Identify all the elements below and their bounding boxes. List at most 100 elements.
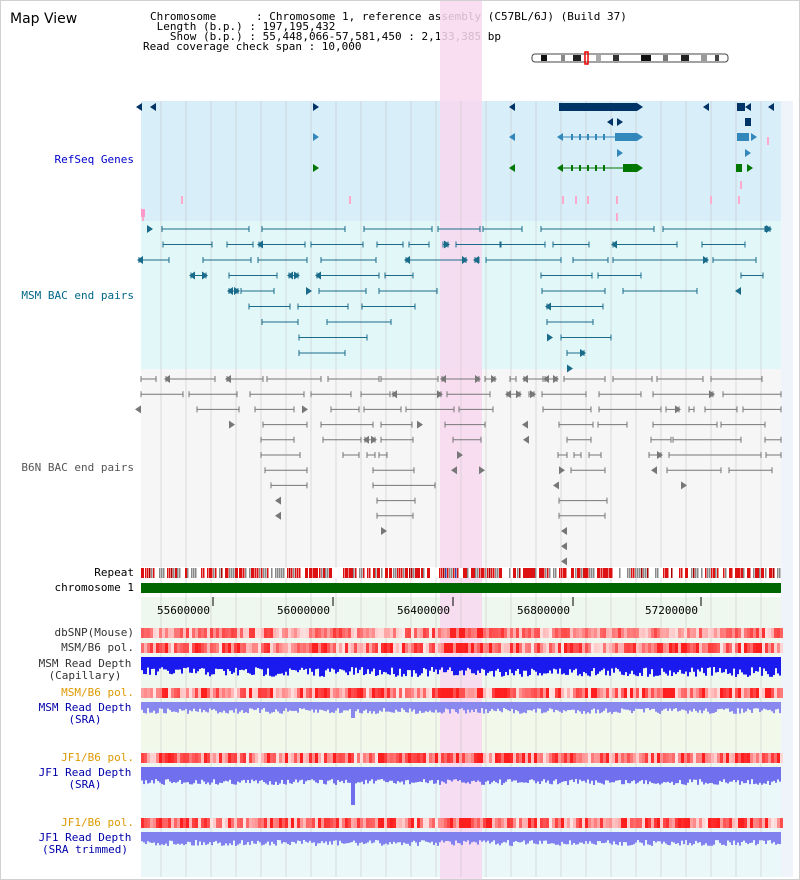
polymorphism-cell	[306, 643, 309, 653]
depth-bar	[317, 702, 319, 713]
depth-bar	[353, 767, 355, 805]
polymorphism-cell	[768, 628, 771, 638]
depth-bar	[587, 832, 589, 844]
repeat-element	[749, 568, 751, 578]
depth-bar	[377, 767, 379, 780]
repeat-element	[297, 568, 299, 578]
depth-bar	[313, 702, 315, 713]
polymorphism-cell	[669, 753, 672, 763]
depth-bar	[333, 702, 335, 713]
polymorphism-cell	[600, 688, 603, 698]
msm-bac-label[interactable]: MSM BAC end pairs	[21, 289, 134, 302]
b6n-bac-label[interactable]: B6N BAC end pairs	[21, 461, 134, 474]
depth-bar	[541, 657, 543, 676]
depth-bar	[553, 767, 555, 781]
depth-bar	[399, 702, 401, 712]
polymorphism-cell	[558, 628, 561, 638]
polymorphism-cell	[465, 753, 468, 763]
polymorphism-cell	[759, 628, 762, 638]
depth-bar	[435, 767, 437, 784]
depth-bar	[493, 767, 495, 781]
depth-bar	[519, 832, 521, 843]
polymorphism-cell	[165, 818, 168, 828]
depth-bar	[589, 832, 591, 842]
depth-bar	[621, 767, 623, 785]
depth-bar	[289, 767, 291, 784]
repeat-element	[381, 568, 383, 578]
refseq-track[interactable]	[136, 103, 774, 221]
polymorphism-cell	[336, 643, 339, 653]
polymorphism-cell	[348, 688, 351, 698]
depth-bar	[685, 832, 687, 841]
depth-bar	[735, 702, 737, 714]
refseq-genes-label[interactable]: RefSeq Genes	[54, 153, 134, 166]
polymorphism-cell	[150, 753, 153, 763]
polymorphism-cell	[768, 643, 771, 653]
depth-bar	[395, 767, 397, 784]
polymorphism-cell	[534, 628, 537, 638]
depth-bar	[633, 657, 635, 675]
polymorphism-cell	[705, 643, 708, 653]
polymorphism-cell	[444, 818, 447, 828]
msm-bac-track[interactable]	[137, 225, 772, 373]
polymorphism-cell	[501, 688, 504, 698]
polymorphism-cell	[624, 753, 627, 763]
polymorphism-cell	[144, 643, 147, 653]
depth-bar	[631, 767, 633, 782]
polymorphism-cell	[144, 688, 147, 698]
depth-bar	[563, 832, 565, 844]
polymorphism-cell	[183, 818, 186, 828]
right-margin	[781, 101, 793, 877]
depth-bar	[417, 657, 419, 677]
polymorphism-cell	[297, 688, 300, 698]
depth-bar	[175, 702, 177, 712]
repeat-element	[753, 568, 755, 578]
depth-bar	[539, 702, 541, 709]
depth-bar	[319, 767, 321, 780]
bac-end-arrow	[611, 240, 617, 249]
polymorphism-cell	[399, 753, 402, 763]
depth-bar	[487, 702, 489, 714]
depth-bar	[195, 832, 197, 841]
depth-bar	[353, 702, 355, 718]
depth-bar	[753, 832, 755, 841]
polymorphism-cell	[459, 753, 462, 763]
depth-bar	[529, 657, 531, 675]
polymorphism-cell	[621, 628, 624, 638]
depth-bar	[187, 832, 189, 842]
depth-bar	[653, 657, 655, 677]
depth-bar	[697, 767, 699, 785]
depth-bar	[779, 657, 781, 676]
depth-bar	[197, 657, 199, 672]
depth-bar	[265, 702, 267, 712]
depth-bar	[665, 767, 667, 783]
repeat-element	[249, 568, 251, 578]
chromosome-ideogram[interactable]	[531, 51, 729, 65]
polymorphism-cell	[618, 818, 621, 828]
depth-bar	[665, 702, 667, 709]
depth-bar	[147, 832, 149, 842]
polymorphism-cell	[360, 818, 363, 828]
polymorphism-cell	[186, 818, 189, 828]
polymorphism-cell	[534, 818, 537, 828]
repeat-element	[427, 568, 430, 578]
bac-end-arrow	[257, 240, 263, 249]
polymorphism-cell	[606, 818, 609, 828]
depth-bar	[509, 657, 511, 670]
depth-bar	[291, 702, 293, 711]
polymorphism-cell	[372, 643, 375, 653]
polymorphism-cell	[405, 643, 408, 653]
depth-bar	[545, 702, 547, 713]
polymorphism-cell	[657, 753, 660, 763]
polymorphism-cell	[186, 628, 189, 638]
polymorphism-cell	[483, 688, 486, 698]
polymorphism-cell	[189, 628, 192, 638]
repeat-element	[729, 568, 732, 578]
polymorphism-cell	[201, 688, 204, 698]
depth-bar	[383, 657, 385, 672]
depth-bar	[217, 657, 219, 670]
depth-bar	[719, 702, 721, 709]
b6n-bac-track[interactable]	[135, 375, 782, 566]
polymorphism-cell	[717, 688, 720, 698]
